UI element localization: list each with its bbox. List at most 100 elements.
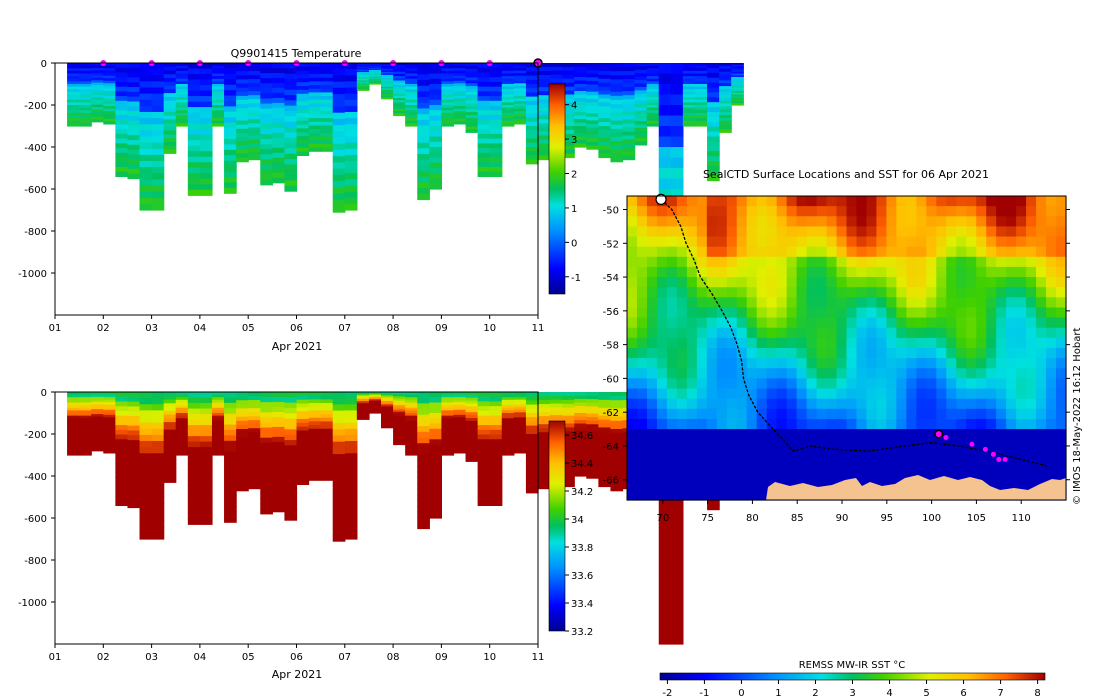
temperature-profile-cell (453, 70, 467, 74)
temperature-profile-cell (731, 82, 744, 85)
sst-cell (636, 337, 648, 349)
salinity-profile-cell (344, 447, 358, 454)
sst-cell (676, 378, 688, 390)
temperature-profile-cell (79, 76, 92, 80)
temperature-profile-cell (574, 126, 587, 131)
temperature-profile-cell (332, 193, 346, 201)
sst-cell (976, 388, 987, 400)
sst-cell (786, 388, 798, 400)
salinity-profile-cell (199, 425, 213, 432)
sst-cell (976, 266, 987, 278)
sst-cell (866, 287, 878, 298)
temperature-profile-cell (381, 63, 394, 66)
sst-cell (886, 236, 897, 248)
temperature-profile-cell (393, 71, 406, 75)
sst-cell (686, 236, 698, 248)
temperature-profile-cell (646, 91, 660, 96)
sst-cell (776, 246, 788, 258)
temperature-profile-cell (308, 118, 322, 123)
sst-cell (676, 388, 688, 400)
sst-cell (646, 429, 658, 440)
sst-cell (756, 469, 768, 481)
temperature-profile-cell (320, 132, 334, 138)
sst-cell (676, 489, 688, 501)
sst-cell (666, 266, 678, 278)
sst-cell (636, 348, 648, 359)
temperature-profile-cell (586, 102, 599, 107)
salinity-profile-cell (67, 434, 80, 438)
salinity-profile-cell (248, 464, 261, 470)
sst-cell (756, 489, 768, 501)
temperature-profile-cell (586, 145, 599, 150)
sst-cell (716, 429, 728, 440)
temperature-profile-cell (417, 68, 430, 75)
sst-cell (876, 256, 888, 268)
temperature-profile-cell (272, 117, 286, 124)
sst-cell (766, 418, 778, 430)
temperature-profile-cell (115, 96, 129, 102)
temperature-profile-cell (694, 123, 708, 127)
temperature-profile-cell (465, 109, 479, 113)
temperature-profile-cell (646, 70, 660, 75)
temperature-profile-cell (598, 141, 612, 147)
temperature-profile-cell (356, 69, 370, 72)
salinity-profile-cell (477, 429, 491, 436)
sst-cell (936, 277, 947, 288)
sst-cell (976, 226, 987, 238)
salinity-profile-cell (127, 497, 141, 504)
sst-cell (1006, 206, 1017, 217)
sst-cell (796, 206, 808, 217)
sst-cell (926, 236, 937, 248)
salinity-profile-cell (670, 591, 684, 603)
salinity-profile-cell (151, 453, 165, 460)
current-position-marker (934, 429, 944, 439)
sst-cell (936, 348, 947, 359)
salinity-profile-cell (103, 424, 116, 429)
temperature-profile-cell (731, 70, 744, 73)
x-tick-label: 08 (387, 323, 400, 334)
salinity-profile-cell (308, 414, 322, 419)
salinity-profile-cell (381, 400, 394, 404)
temperature-profile-cell (127, 106, 141, 112)
salinity-profile-cell (91, 411, 104, 415)
temperature-profile-cell (441, 68, 455, 72)
salinity-profile-cell (538, 480, 551, 486)
sst-cell (1056, 358, 1067, 369)
sst-cell (627, 398, 638, 410)
temperature-profile-cell (175, 89, 189, 93)
sst-cell (836, 266, 848, 278)
temperature-profile-cell (562, 110, 575, 115)
temperature-profile-cell (67, 99, 80, 103)
temperature-profile-cell (707, 102, 720, 108)
sst-cell (886, 348, 897, 359)
sst-cell (716, 398, 728, 410)
sst-cell (786, 196, 798, 207)
sst-cell (746, 469, 758, 481)
salinity-profile-cell (260, 468, 273, 474)
sst-cell (886, 429, 897, 440)
temperature-profile-cell (272, 172, 286, 179)
sst-cell (946, 358, 957, 369)
sst-cell (936, 408, 947, 420)
temperature-profile-cell (175, 91, 189, 96)
temperature-profile-cell (731, 91, 744, 94)
temperature-profile-cell (127, 72, 141, 79)
salinity-profile-cell (260, 457, 273, 464)
temperature-profile-cell (658, 189, 672, 201)
temperature-profile-cell (417, 165, 430, 172)
salinity-profile-cell (356, 401, 370, 403)
salinity-profile-cell (332, 528, 346, 536)
salinity-profile-cell (115, 495, 129, 502)
temperature-profile-cell (719, 109, 732, 113)
salinity-profile-cell (211, 423, 225, 427)
temperature-profile-cell (163, 108, 177, 113)
salinity-profile-cell (513, 404, 527, 408)
sst-cell (916, 418, 927, 430)
temperature-profile-cell (477, 129, 491, 135)
temperature-profile-cell (199, 189, 213, 196)
salinity-profile-cell (477, 401, 491, 407)
sst-cell (926, 418, 937, 430)
salinity-profile-cell (211, 428, 225, 432)
temperature-profile-cell (453, 65, 467, 69)
salinity-profile-cell (465, 403, 479, 408)
